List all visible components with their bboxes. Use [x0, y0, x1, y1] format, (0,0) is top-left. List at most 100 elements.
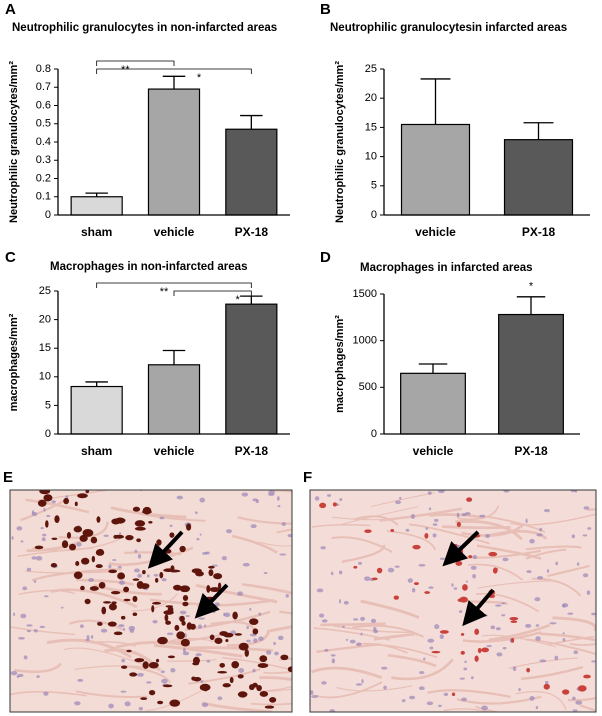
- stained-cell: [231, 661, 240, 669]
- stained-cell: [237, 691, 248, 698]
- nucleus: [330, 571, 334, 576]
- nucleus: [217, 696, 223, 701]
- significance-bracket: [173, 290, 252, 296]
- stained-cell: [155, 658, 160, 663]
- fiber: [475, 592, 540, 613]
- fiber: [68, 619, 124, 631]
- nucleus: [539, 527, 543, 532]
- significance-label: **: [121, 64, 130, 76]
- stained-cell: [474, 655, 479, 662]
- fiber: [14, 662, 62, 673]
- nucleus: [512, 666, 517, 672]
- fiber: [188, 668, 261, 685]
- x-tick-label: sham: [81, 225, 112, 239]
- nucleus: [274, 651, 279, 656]
- fiber: [63, 647, 152, 669]
- stained-cell: [179, 545, 186, 553]
- nucleus: [320, 546, 326, 550]
- stained-cell: [206, 584, 211, 593]
- stained-cell: [167, 606, 174, 614]
- nucleus: [587, 527, 592, 530]
- nucleus: [438, 704, 442, 707]
- stained-cell: [117, 572, 126, 580]
- nucleus: [311, 694, 319, 698]
- stained-cell: [51, 537, 58, 540]
- nucleus: [360, 632, 363, 636]
- nucleus: [501, 614, 506, 617]
- nucleus: [591, 612, 596, 616]
- stained-cell: [413, 582, 420, 585]
- nucleus: [44, 595, 49, 598]
- nucleus: [418, 563, 426, 567]
- fiber: [195, 583, 278, 604]
- stained-cell: [219, 662, 225, 668]
- stained-cell: [371, 577, 378, 581]
- nucleus: [134, 549, 138, 553]
- nucleus: [221, 556, 227, 561]
- nucleus: [383, 685, 387, 690]
- nucleus: [458, 610, 463, 613]
- stained-cell: [583, 674, 591, 679]
- stained-cell: [132, 595, 138, 602]
- stained-cell: [364, 529, 372, 533]
- y-tick-label: 500: [359, 381, 377, 393]
- stained-cell: [543, 683, 550, 690]
- nucleus: [100, 628, 108, 633]
- stained-cell: [182, 601, 189, 607]
- nucleus: [535, 624, 540, 627]
- fiber: [20, 499, 66, 522]
- nucleus: [258, 612, 262, 616]
- x-tick-label: PX-18: [235, 225, 269, 239]
- stained-cell: [217, 670, 228, 674]
- stained-cell: [85, 481, 88, 489]
- significance-bracket: [96, 60, 175, 66]
- stained-cell: [74, 501, 78, 507]
- bar: [147, 364, 201, 435]
- nucleus: [31, 556, 37, 560]
- nucleus: [434, 624, 440, 630]
- stained-cell: [63, 497, 70, 505]
- stained-cell: [134, 658, 145, 663]
- fiber: [251, 702, 292, 706]
- stained-cell: [257, 663, 269, 668]
- stained-cell: [186, 523, 192, 531]
- fiber: [531, 577, 582, 597]
- nucleus: [470, 565, 477, 570]
- nucleus: [252, 668, 256, 673]
- stained-cell: [526, 667, 531, 673]
- stained-cell: [139, 583, 150, 589]
- significance-bracket: [96, 68, 252, 74]
- nucleus: [495, 627, 501, 631]
- stained-cell: [98, 581, 106, 589]
- nucleus: [582, 534, 588, 537]
- micrograph-e: [10, 474, 292, 712]
- nucleus: [438, 490, 445, 494]
- stained-cell: [481, 647, 490, 653]
- stained-cell: [96, 474, 101, 482]
- nucleus: [427, 491, 432, 495]
- fiber: [124, 664, 171, 684]
- stained-cell: [509, 616, 519, 621]
- fiber: [409, 523, 490, 545]
- nucleus: [410, 513, 415, 519]
- nucleus: [327, 494, 332, 497]
- nucleus: [185, 614, 190, 618]
- stained-cell: [17, 484, 26, 488]
- stained-cell: [132, 578, 140, 581]
- fiber: [331, 536, 393, 553]
- stained-cell: [234, 633, 242, 636]
- stained-cell: [126, 649, 132, 653]
- y-tick-label: 0.5: [36, 118, 51, 130]
- stained-cell: [169, 699, 181, 707]
- nucleus: [418, 686, 425, 691]
- y-tick-label: 10: [365, 151, 377, 163]
- stained-cell: [393, 595, 400, 600]
- nucleus: [310, 690, 314, 695]
- stained-cell: [451, 692, 456, 697]
- image-frame: [9, 489, 293, 713]
- y-tick-label: 1000: [353, 335, 377, 347]
- stained-cell: [249, 618, 259, 626]
- panel-letter: E: [3, 469, 13, 486]
- nucleus: [381, 666, 388, 670]
- fiber: [31, 567, 122, 582]
